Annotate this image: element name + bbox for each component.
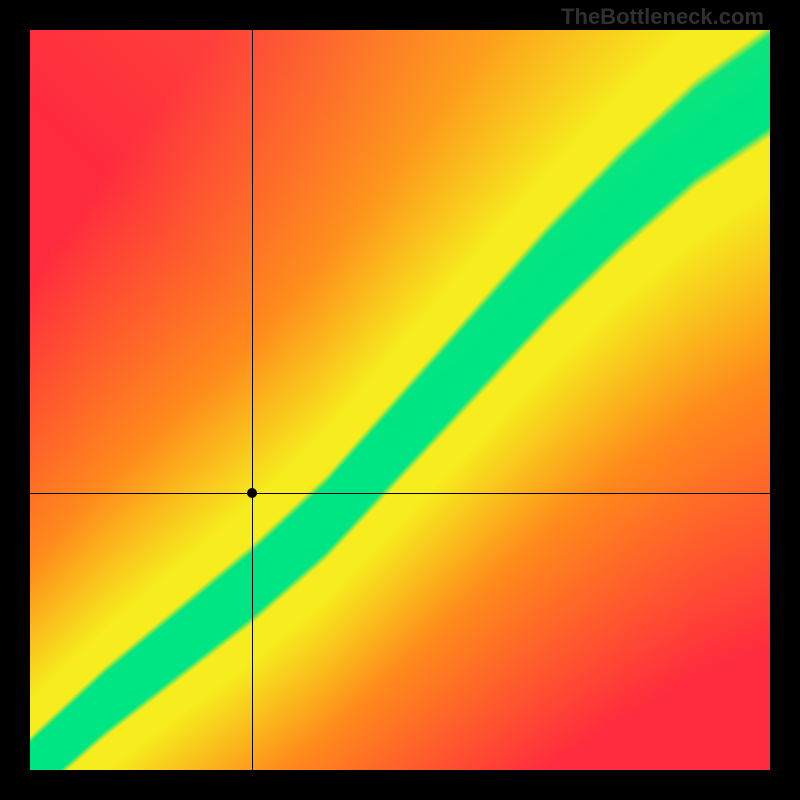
heatmap-canvas	[30, 30, 770, 770]
crosshair-vertical	[252, 30, 253, 770]
watermark-text: TheBottleneck.com	[561, 4, 764, 30]
crosshair-marker	[247, 488, 257, 498]
crosshair-horizontal	[30, 493, 770, 494]
bottleneck-heatmap	[30, 30, 770, 770]
